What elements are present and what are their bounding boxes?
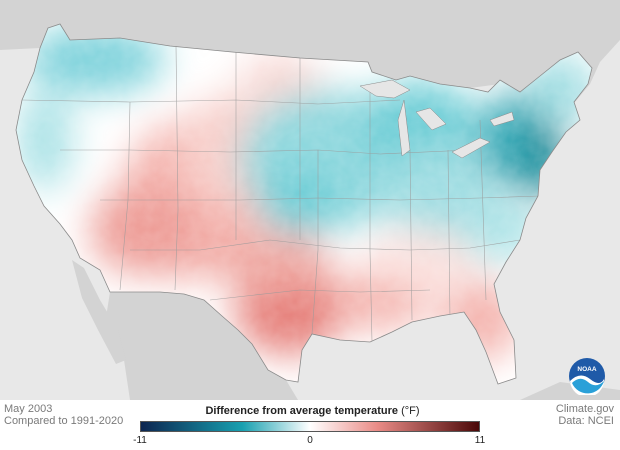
source-caption: Climate.gov Data: NCEI [556,403,614,427]
canada-landmass [0,0,620,130]
baja-peninsula [72,260,126,364]
noaa-logo-text: NOAA [577,366,596,373]
date-caption: May 2003 Compared to 1991-2020 [4,403,123,427]
legend-title: Difference from average temperature (°F) [205,405,420,417]
mexico-landmass [104,292,298,400]
color-scale-bar [140,421,480,432]
anomaly-field [16,24,592,384]
legend-unit: (°F) [401,405,420,417]
scale-max-label: 11 [474,435,486,446]
cuba-landmass [520,382,620,400]
scale-mid-label: 0 [307,435,313,446]
state-borders [21,45,541,343]
footer-bar: May 2003 Compared to 1991-2020 Differenc… [0,400,620,450]
great-lakes [359,79,515,159]
source-site-label: Climate.gov [555,403,614,415]
temperature-anomaly-map [0,0,620,400]
source-data-label: Data: NCEI [558,415,614,427]
date-label: May 2003 [4,403,53,415]
scale-min-label: -11 [133,435,147,446]
noaa-logo: NOAA [569,358,605,395]
baseline-label: Compared to 1991-2020 [4,415,124,427]
